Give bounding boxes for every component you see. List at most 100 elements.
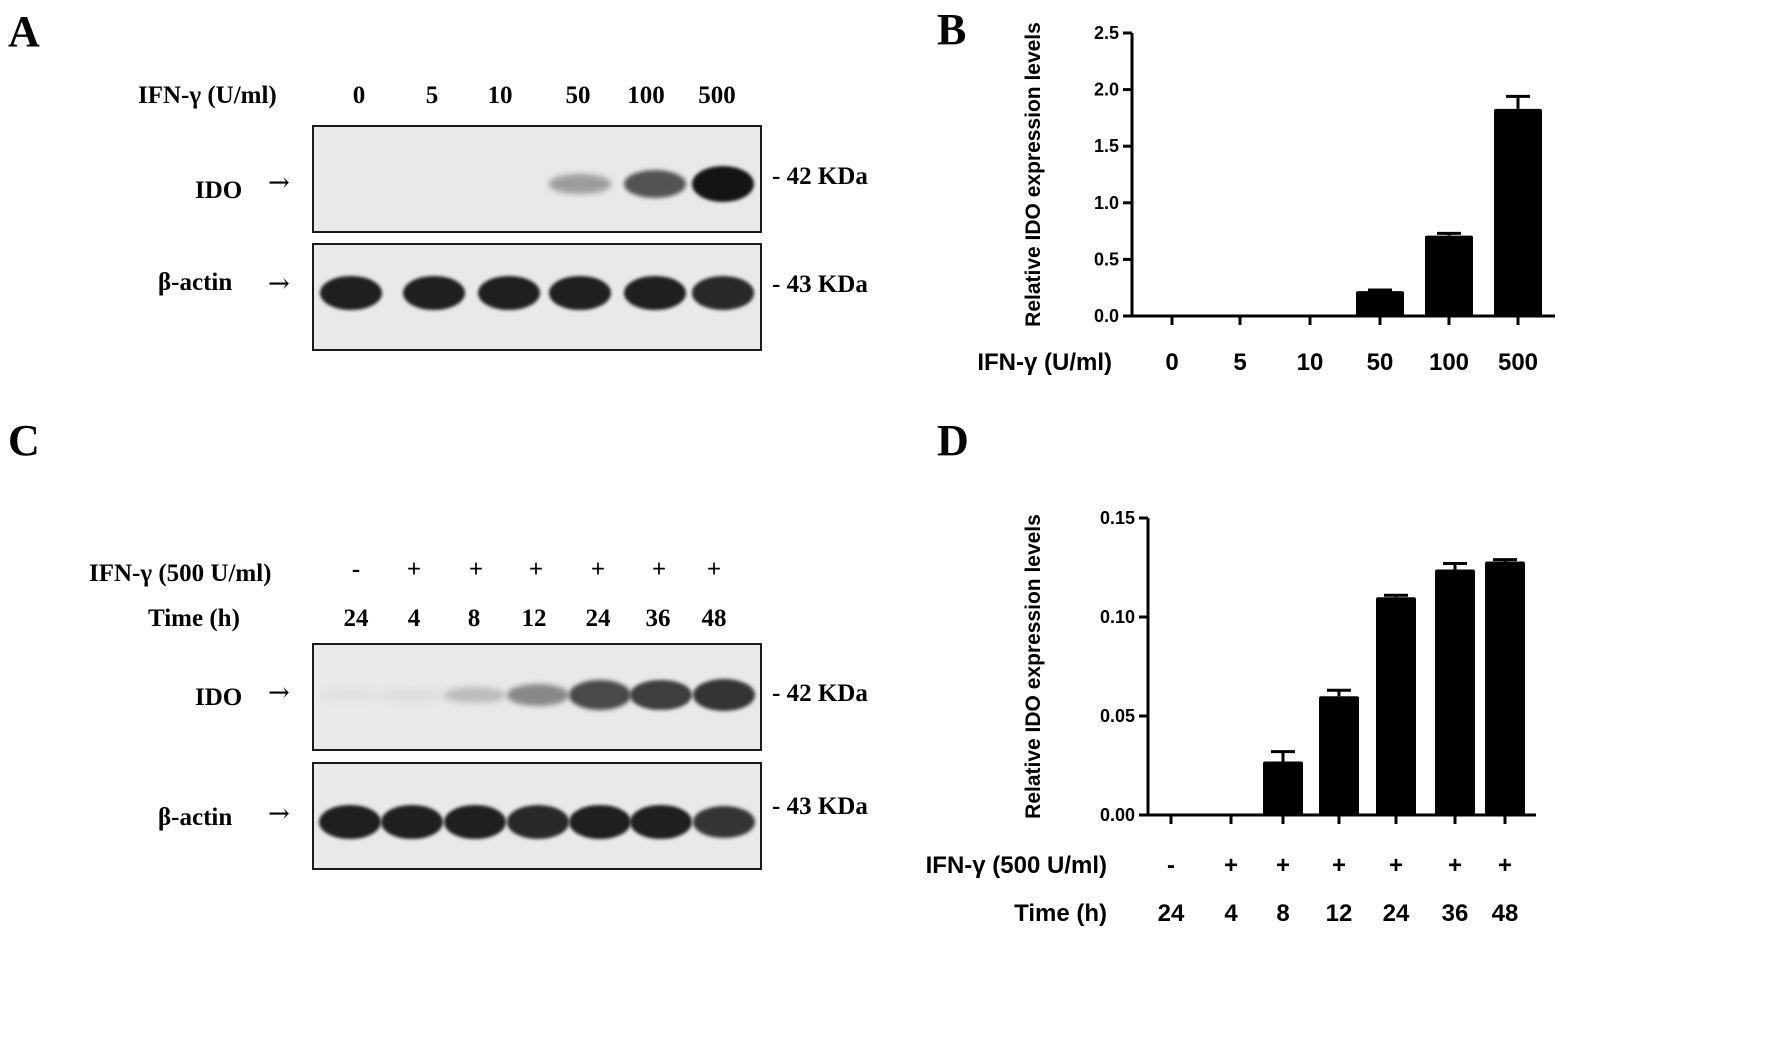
x-tick-label: + xyxy=(1224,852,1238,879)
blot-c-ido-marker: - 42 KDa xyxy=(772,680,868,707)
ido-band xyxy=(624,169,686,199)
blot-a-ido-membrane xyxy=(312,125,762,233)
actin-band xyxy=(693,805,755,839)
actin-band xyxy=(403,275,465,311)
x-tick-label-row2: 12 xyxy=(1326,900,1353,927)
x-tick-label: + xyxy=(1332,852,1346,879)
ido-band xyxy=(549,174,611,194)
blot-c-time-value: 24 xyxy=(343,605,369,632)
blot-c-time-value: 36 xyxy=(645,605,671,632)
x-tick-label: 5 xyxy=(1233,349,1246,376)
blot-c-actin-marker: - 43 KDa xyxy=(772,793,868,820)
blot-a-ido-label: IDO xyxy=(195,177,243,204)
y-tick-label: 0.00 xyxy=(1100,805,1135,825)
blot-c-time-value: 12 xyxy=(521,605,547,632)
x-tick-label: - xyxy=(1167,852,1175,879)
blot-c-time-value: 48 xyxy=(701,605,727,632)
actin-band xyxy=(320,275,382,311)
actin-band xyxy=(507,805,569,839)
arrow-icon: → xyxy=(268,168,290,198)
y-tick-label: 2.5 xyxy=(1094,23,1119,43)
blot-c-ido-membrane xyxy=(312,643,762,751)
y-tick-label: 0.5 xyxy=(1094,249,1119,269)
blot-c-treatment-label: - xyxy=(351,556,361,583)
x-tick-label-row2: 8 xyxy=(1276,900,1289,927)
x-row2-label: Time (h) xyxy=(1014,900,1107,927)
actin-band xyxy=(624,275,686,311)
blot-c-time-value: 4 xyxy=(407,605,421,632)
x-tick-label: 10 xyxy=(1297,349,1324,376)
actin-band xyxy=(630,804,692,840)
blot-c-treatment-label: + xyxy=(468,556,484,583)
bar xyxy=(1263,761,1303,815)
panel-letter-d: D xyxy=(937,416,969,465)
bar xyxy=(1319,696,1359,815)
y-tick-label: 1.0 xyxy=(1094,193,1119,213)
blot-a-actin-membrane xyxy=(312,243,762,351)
x-tick-label: 0 xyxy=(1165,349,1178,376)
x-tick-label-row2: 4 xyxy=(1224,900,1238,927)
arrow-icon: → xyxy=(268,799,290,829)
x-tick-label: + xyxy=(1498,852,1512,879)
blot-c-actin-label: β-actin xyxy=(158,804,233,831)
blot-a-lane-label: 50 xyxy=(565,82,591,109)
ido-band xyxy=(630,679,692,711)
bar xyxy=(1425,235,1473,316)
blot-a-lane-label: 0 xyxy=(352,82,366,109)
blot-c-condition-label: IFN-γ (500 U/ml) xyxy=(89,560,272,587)
x-tick-label-row2: 24 xyxy=(1158,900,1185,927)
blot-c-actin-membrane xyxy=(312,762,762,870)
blot-c-treatment-label: + xyxy=(651,556,667,583)
actin-band xyxy=(549,275,611,311)
panel-letter-a: A xyxy=(8,7,40,56)
blot-c-time-label: Time (h) xyxy=(148,605,240,632)
blot-a-lane-label: 10 xyxy=(487,82,513,109)
y-tick-label: 0.05 xyxy=(1100,706,1135,726)
blot-a-lane-label: 100 xyxy=(627,82,665,109)
actin-band xyxy=(569,804,631,840)
blot-c-treatment-label: + xyxy=(528,556,544,583)
panel-letter-c: C xyxy=(8,416,40,465)
x-row-label: IFN-γ (500 U/ml) xyxy=(926,852,1107,879)
x-row-label: IFN-γ (U/ml) xyxy=(977,349,1112,376)
ido-band xyxy=(444,687,506,703)
ido-band xyxy=(569,680,631,710)
actin-band xyxy=(444,804,506,840)
ido-band xyxy=(319,689,381,701)
bar xyxy=(1356,291,1404,316)
x-tick-label: 500 xyxy=(1498,349,1538,376)
y-tick-label: 0.10 xyxy=(1100,607,1135,627)
arrow-icon: → xyxy=(268,269,290,299)
blot-c-treatment-label: + xyxy=(706,556,722,583)
y-tick-label: 0.0 xyxy=(1094,306,1119,326)
bar xyxy=(1494,108,1542,317)
x-tick-label: + xyxy=(1276,852,1290,879)
ido-band xyxy=(693,678,755,712)
actin-band xyxy=(692,276,754,310)
y-tick-label: 0.15 xyxy=(1100,508,1135,528)
bar xyxy=(1485,561,1525,815)
blot-a-actin-marker: - 43 KDa xyxy=(772,271,868,298)
y-tick-label: 2.0 xyxy=(1094,80,1119,100)
arrow-icon: → xyxy=(268,678,290,708)
bar xyxy=(1376,597,1416,815)
y-axis-label: Relative IDO expression levels xyxy=(1022,22,1045,327)
ido-band xyxy=(507,684,569,706)
ido-band xyxy=(381,689,443,701)
x-tick-label-row2: 48 xyxy=(1492,900,1519,927)
x-tick-label: + xyxy=(1389,852,1403,879)
blot-a-lane-label: 500 xyxy=(698,82,736,109)
actin-band xyxy=(381,804,443,840)
ido-band xyxy=(692,166,754,202)
blot-c-time-value: 24 xyxy=(585,605,611,632)
blot-c-treatment-label: + xyxy=(590,556,606,583)
blot-c-treatment-label: + xyxy=(406,556,422,583)
x-tick-label: 100 xyxy=(1429,349,1469,376)
blot-c-time-value: 8 xyxy=(467,605,481,632)
x-tick-label: + xyxy=(1448,852,1462,879)
blot-c-ido-label: IDO xyxy=(195,684,243,711)
blot-a-actin-label: β-actin xyxy=(158,269,233,296)
blot-a-lane-label: 5 xyxy=(425,82,439,109)
